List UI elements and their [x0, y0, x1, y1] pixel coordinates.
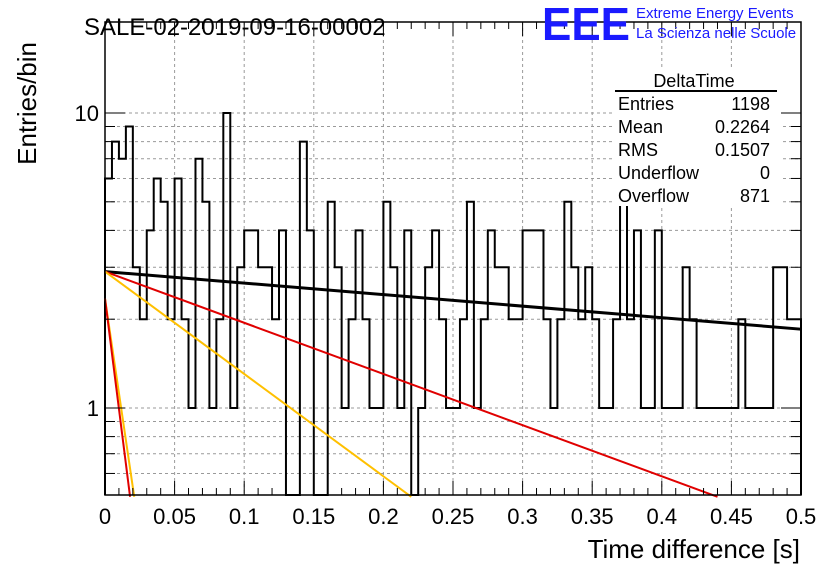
x-tick-label: 0.35 [571, 504, 614, 529]
histogram-deltatime [104, 112, 802, 496]
logo-line-2: La Scienza nelle Scuole [636, 25, 796, 42]
stats-row-label: RMS [618, 140, 658, 160]
logo-eee: EEE [542, 0, 630, 50]
stats-row-label: Underflow [618, 163, 700, 183]
stats-box-title: DeltaTime [653, 71, 734, 91]
stats-row-label: Entries [618, 94, 674, 114]
stats-row-value: 871 [740, 186, 770, 206]
fit-line-red [104, 298, 132, 497]
fit-line-black [104, 270, 802, 331]
x-tick-label: 0.4 [647, 504, 678, 529]
stats-row-label: Overflow [618, 186, 690, 206]
histogram-layer [104, 112, 802, 496]
x-tick-label: 0.05 [153, 504, 196, 529]
x-tick-label: 0.1 [229, 504, 260, 529]
stats-box-background [612, 70, 780, 206]
x-tick-label: 0.25 [432, 504, 475, 529]
stats-box: DeltaTime Entries 1198 Mean 0.2264 RMS 0.1507… [612, 70, 780, 206]
run-title: SALE-02-2019-09-16-00002 [84, 14, 386, 41]
y-axis-label: Entries/bin [12, 42, 42, 165]
fit-line-red [104, 270, 718, 498]
x-tick-label: 0.5 [786, 504, 817, 529]
stats-rows: Entries 1198 Mean 0.2264 RMS 0.1507 Underflow 0… [618, 94, 770, 206]
x-tick-label: 0.2 [368, 504, 399, 529]
y-tick-label: 1 [87, 396, 99, 421]
stats-row-value: 0.1507 [715, 140, 770, 160]
stats-row-value: 0 [760, 163, 770, 183]
logo-line-1: Extreme Energy Events [636, 5, 794, 22]
stats-row-value: 0.2264 [715, 117, 770, 137]
x-axis-label: Time difference [s] [588, 534, 800, 564]
tick-labels: 0 0.05 0.1 0.15 0.2 0.25 0.3 0.35 0.4 0.45 0.5 1 10 [75, 101, 817, 529]
y-tick-label: 10 [75, 101, 99, 126]
fit-line-yellow [104, 270, 412, 498]
x-tick-label: 0.15 [292, 504, 335, 529]
stats-row-value: 1198 [731, 94, 770, 114]
x-tick-label: 0.45 [710, 504, 753, 529]
x-tick-label: 0 [99, 504, 111, 529]
fit-lines-layer [104, 270, 802, 498]
stats-row-label: Mean [618, 117, 663, 137]
x-tick-label: 0.3 [507, 504, 538, 529]
axis-ticks [104, 22, 802, 495]
